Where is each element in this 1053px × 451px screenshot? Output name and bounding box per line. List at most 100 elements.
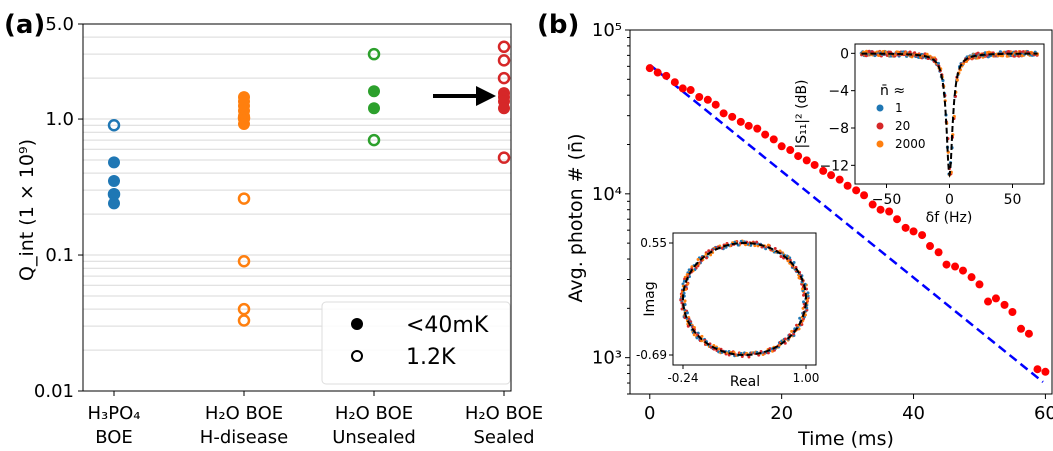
photon-point [695,92,704,101]
inset2-trace-point [686,324,690,328]
photon-point [876,205,885,214]
inset2-trace-point [683,299,687,303]
photon-point [736,117,745,126]
photon-point [984,297,993,306]
panel-b-fit-line [649,64,1044,383]
inset2-trace-point [797,276,801,280]
inset-ytick-label: 0 [840,46,849,62]
legend-marker-filled [351,318,363,330]
photon-point [827,171,836,180]
qint-point-open [107,119,121,132]
qint-point-filled [108,175,120,188]
inset2-trace-point [795,323,799,327]
photon-point [645,64,654,73]
qint-point-open [237,254,251,268]
inset2-trace-point [766,243,770,247]
panel-b: (b) 0 20 40 60 10³ 10⁴ 10⁵ Time (ms) Avg. phot… [537,10,1053,450]
inset2-trace-point [788,258,792,262]
ytick-label: 0.1 [45,245,74,266]
qint-point-open [237,302,251,316]
inset-top-ylabel: |S₁₁|² (dB) [794,79,810,148]
inset-bottom-xlabel: Real [730,374,760,390]
inset-top-legend-title: n̄ ≈ [880,83,905,99]
inset2-trace-point [700,334,704,338]
inset2-trace-point [692,325,696,329]
xtick-label-line2: H-disease [200,427,288,448]
inset-top-curve [859,49,1040,178]
photon-point [1041,367,1050,376]
inset2-trace-point [720,246,724,250]
qint-point-filled [368,102,380,115]
inset2-trace-point [779,254,783,258]
photon-point [1033,365,1042,374]
panel-a-tag: (a) [4,10,45,40]
photon-point [662,71,671,80]
qint-point-filled [108,156,120,169]
photon-point [810,160,819,169]
qint-point-filled [498,102,510,115]
inset2-trace-point [790,329,794,333]
inset-legend-label-1: 1 [895,101,903,115]
inset-legend-label-20: 20 [895,119,910,133]
inset-legend-label-2000: 2000 [895,137,926,151]
xtick-label-line2: BOE [95,427,133,448]
inset2-ytick-label: 0.55 [640,236,667,250]
xtick-label: 0 [644,403,655,424]
photon-point [951,262,960,271]
inset-trace-point [955,78,959,82]
inset2-trace-point [802,300,806,304]
panel-b-points [645,64,1050,376]
inset-trace-point [936,61,941,66]
inset2-trace-point [700,339,704,343]
legend-label-40mk: <40mK [406,313,489,338]
photon-point [1000,300,1009,309]
photon-point [958,266,967,275]
photon-point [794,152,803,161]
photon-point [769,135,778,144]
inset-legend-marker-2000 [876,140,884,148]
inset-fit-curve [861,52,1038,178]
inset2-trace-point [687,268,691,272]
qint-point-open [497,71,511,85]
photon-point [967,273,976,282]
qint-point-open [237,111,251,125]
inset2-trace-point [685,273,689,277]
photon-point [868,200,877,209]
photon-point [909,227,918,236]
inset2-trace-point [680,307,684,311]
photon-point [852,186,861,195]
inset2-trace-point [792,260,796,264]
inset2-trace-point [766,351,770,355]
inset2-trace-point [747,355,751,359]
inset2-trace-point [783,337,787,341]
xtick-label-line2: Unsealed [332,427,416,448]
legend-marker-open [351,350,363,362]
photon-point [670,78,679,87]
panel-b-ylabel: Avg. photon # (n̄) [565,134,587,303]
inset-ytick-label: −8 [828,121,849,137]
ytick-label: 0.01 [34,381,74,402]
photon-point [719,109,728,118]
photon-point [934,248,943,257]
inset-top-xlabel: δf (Hz) [926,210,973,226]
photon-point [843,181,852,190]
inset2-trace-point [798,316,802,320]
qint-point-open [497,151,511,164]
qint-point-filled [108,197,120,210]
photon-point [678,84,687,93]
photon-point [777,142,786,151]
photon-point [885,207,894,216]
photon-point [975,280,984,289]
ytick-label: 10⁴ [592,184,622,205]
panel-a-ylabel: Q_int (1 × 10⁹) [16,139,38,281]
photon-point [901,223,910,232]
inset2-trace-point [696,258,700,262]
photon-point [991,294,1000,303]
xtick-label-line1: H₂O BOE [465,403,543,424]
photon-point [1008,307,1017,316]
xtick-label-line2: Sealed [473,427,534,448]
photon-point [1017,324,1026,333]
photon-point [1024,329,1033,338]
qint-point-open [237,192,251,205]
